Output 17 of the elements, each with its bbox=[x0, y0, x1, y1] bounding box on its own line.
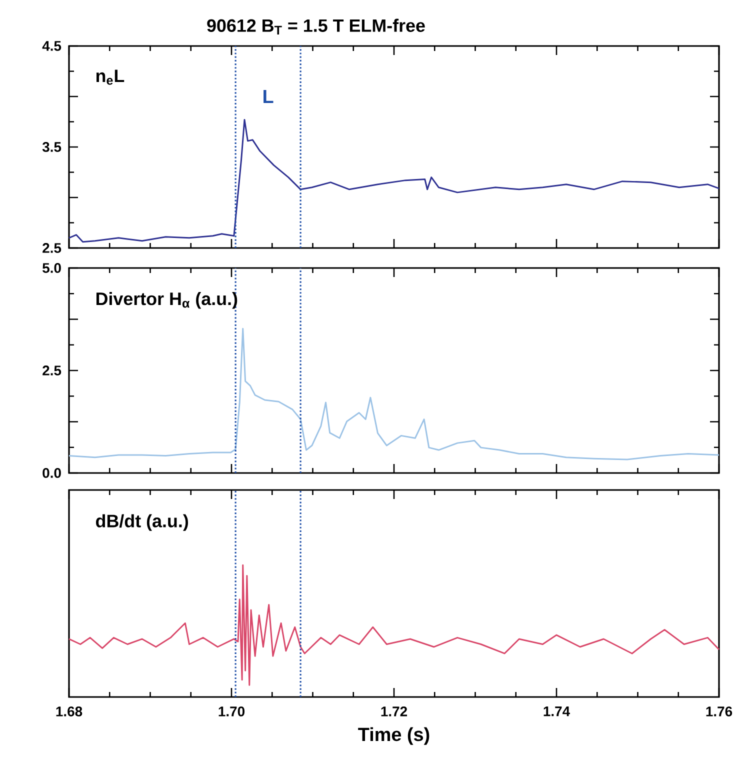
x-tick-label: 1.68 bbox=[56, 706, 82, 716]
y-tick-label: 5.0 bbox=[42, 263, 61, 273]
y-tick-label: 3.5 bbox=[42, 142, 62, 152]
x-tick-label: 1.72 bbox=[381, 706, 408, 716]
x-tick-label: 1.74 bbox=[544, 706, 570, 716]
x-tick-label: 1.70 bbox=[218, 706, 244, 716]
y-tick-label: 2.5 bbox=[42, 366, 62, 376]
chart-title: 90612 B$_{T}$ = 1.5 T ELM-free bbox=[207, 18, 425, 34]
annotation: n$_{e}$L bbox=[96, 70, 124, 85]
y-tick-label: 4.5 bbox=[42, 41, 62, 51]
y-tick-label: 0.0 bbox=[42, 468, 61, 478]
x-axis-title: Time (s) bbox=[358, 727, 430, 745]
y-tick-label: 2.5 bbox=[42, 243, 62, 253]
text: dB/dt (a.u.) bbox=[96, 514, 188, 531]
annotation: L bbox=[264, 90, 274, 103]
annotation: Divertor H$_{α}$ (a.u.) bbox=[96, 292, 238, 309]
x-tick-label: 1.76 bbox=[706, 706, 732, 716]
